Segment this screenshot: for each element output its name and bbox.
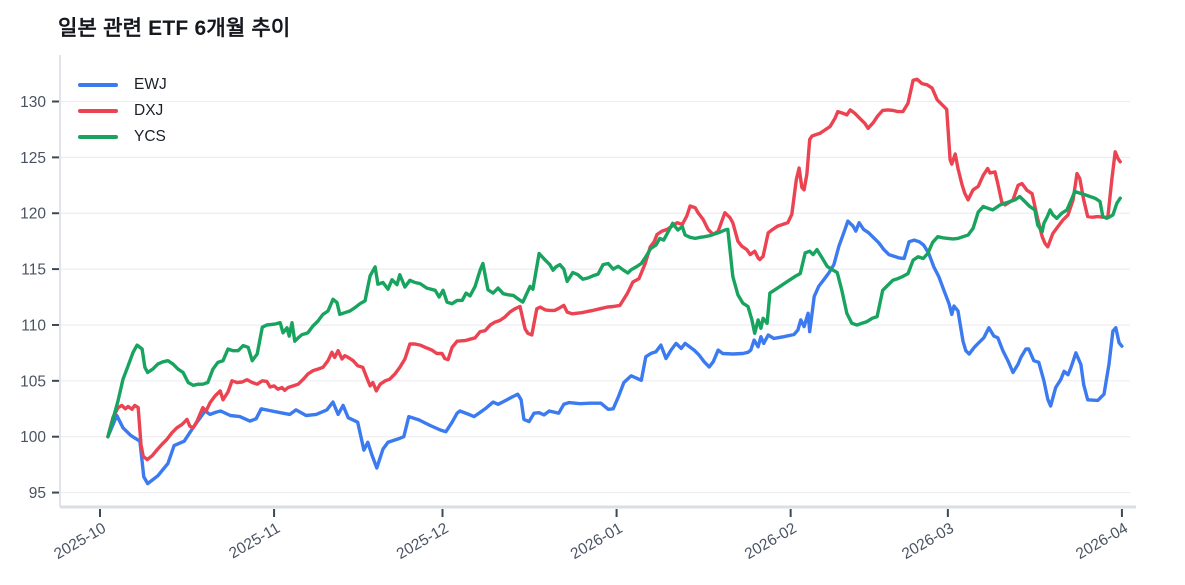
y-tick-label: 95 (29, 485, 46, 502)
x-tick-label: 2025-11 (226, 520, 283, 563)
legend-label-dxj: DXJ (134, 102, 164, 119)
series-line-DXJ (106, 77, 1122, 462)
y-tick-label: 110 (21, 317, 46, 334)
legend-label-ewj: EWJ (134, 76, 167, 93)
series-line-YCS (106, 189, 1122, 439)
ewj-line-swatch (78, 82, 118, 88)
y-tick-label: 100 (20, 429, 46, 446)
legend-item-dxj[interactable]: DXJ (78, 102, 167, 120)
chart-title: 일본 관련 ETF 6개월 추이 (58, 17, 291, 40)
y-tick-label: 115 (21, 262, 46, 279)
legend-item-ewj[interactable]: EWJ (78, 76, 167, 94)
y-tick-label: 125 (20, 150, 46, 167)
y-tick-label: 105 (20, 373, 46, 390)
x-tick-label: 2025-12 (394, 520, 452, 563)
x-tick-label: 2026-04 (1073, 520, 1131, 563)
y-tick-label: 130 (20, 94, 46, 111)
dxj-line-swatch (78, 108, 118, 114)
x-tick-label: 2025-10 (51, 520, 109, 563)
x-tick-label: 2026-01 (568, 520, 626, 563)
series-line-EWJ (106, 219, 1124, 486)
chart-legend: EWJ DXJ YCS (78, 76, 167, 146)
y-tick-label: 120 (20, 206, 46, 223)
legend-item-ycs[interactable]: YCS (78, 128, 167, 146)
x-tick-label: 2026-03 (899, 520, 957, 563)
legend-label-ycs: YCS (134, 128, 166, 145)
x-tick-label: 2026-02 (742, 520, 800, 563)
ycs-line-swatch (78, 134, 118, 140)
